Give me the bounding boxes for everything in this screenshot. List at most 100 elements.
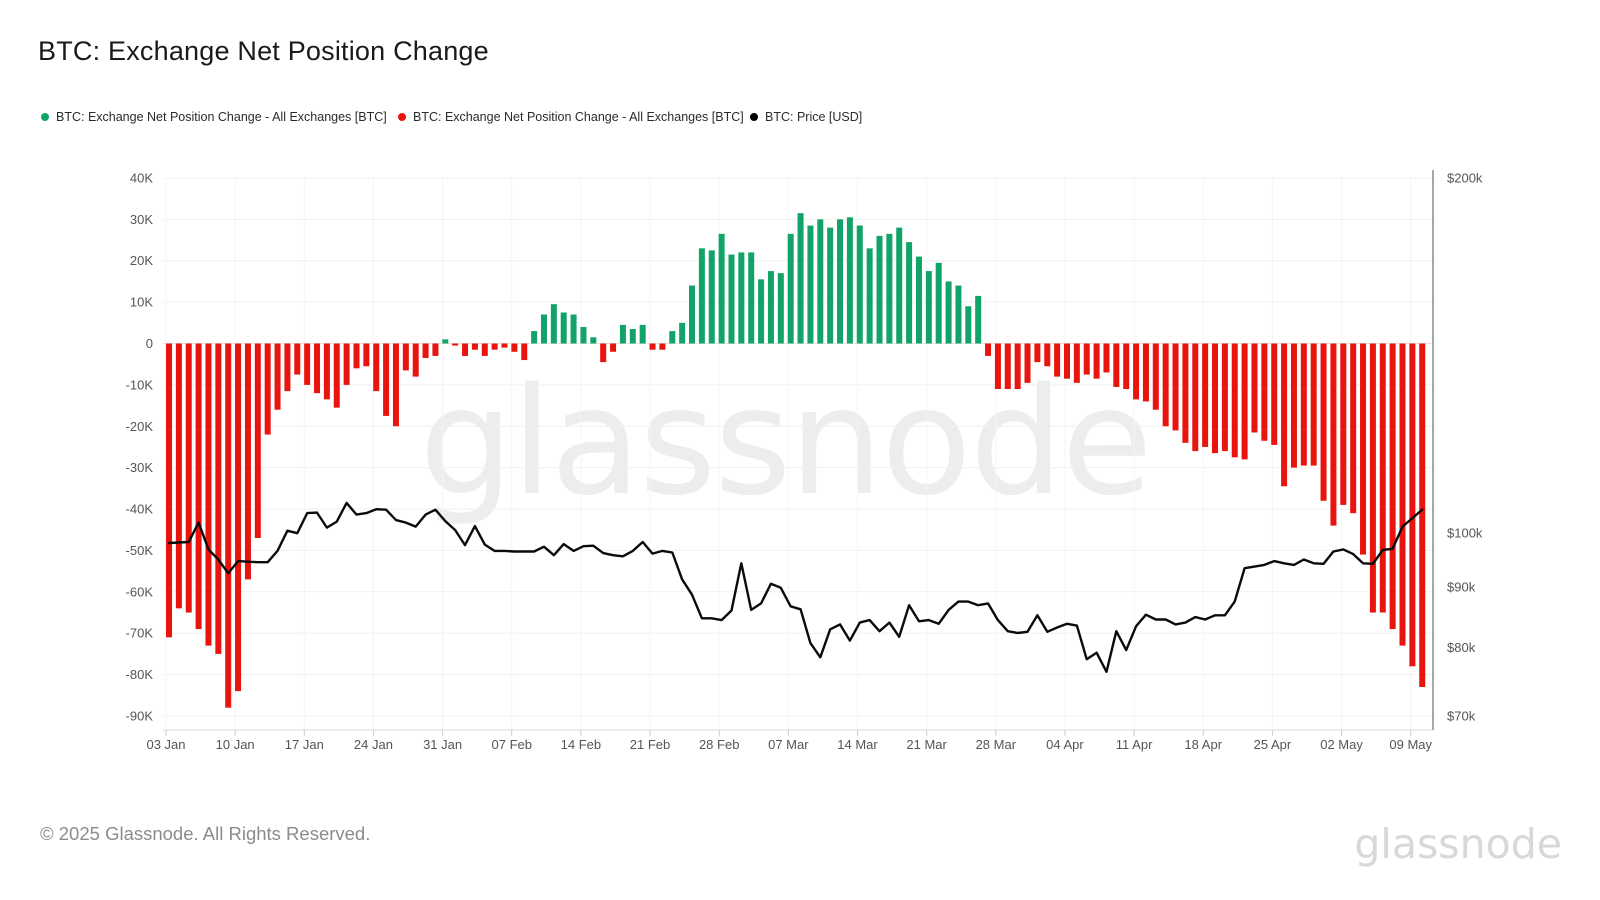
net-position-bar[interactable]	[244, 343, 251, 580]
net-position-bar[interactable]	[866, 248, 873, 344]
net-position-bar[interactable]	[205, 343, 212, 646]
net-position-bar[interactable]	[639, 324, 646, 344]
net-position-bar[interactable]	[738, 252, 745, 344]
net-position-bar[interactable]	[1152, 343, 1159, 410]
net-position-bar[interactable]	[1241, 343, 1248, 460]
net-position-bar[interactable]	[225, 343, 232, 708]
net-position-bar[interactable]	[600, 343, 607, 363]
net-position-bar[interactable]	[708, 250, 715, 344]
net-position-bar[interactable]	[353, 343, 360, 369]
net-position-bar[interactable]	[531, 331, 538, 344]
net-position-bar[interactable]	[837, 219, 844, 344]
net-position-bar[interactable]	[1044, 343, 1051, 367]
chart-canvas[interactable]: 40K 30K 20K 10K 0 -10K -20K -30K -40K -50K -60K -70…	[0, 0, 1600, 775]
net-position-bar[interactable]	[1330, 343, 1337, 526]
net-position-bar[interactable]	[1419, 343, 1426, 687]
net-position-bar[interactable]	[1281, 343, 1288, 487]
net-position-bar[interactable]	[215, 343, 222, 654]
net-position-bar[interactable]	[1212, 343, 1219, 454]
net-position-bar[interactable]	[777, 273, 784, 344]
net-position-bar[interactable]	[333, 343, 340, 408]
net-position-bar[interactable]	[728, 254, 735, 344]
net-position-bar[interactable]	[166, 343, 172, 638]
net-position-bar[interactable]	[856, 225, 863, 344]
net-position-bar[interactable]	[985, 343, 992, 356]
net-position-bar[interactable]	[1004, 343, 1011, 390]
net-position-bar[interactable]	[1014, 343, 1021, 390]
net-position-bar[interactable]	[1034, 343, 1041, 363]
net-position-bar[interactable]	[501, 343, 508, 348]
net-position-bar[interactable]	[1133, 343, 1140, 400]
net-position-bar[interactable]	[1093, 343, 1100, 379]
net-position-bar[interactable]	[1290, 343, 1297, 468]
net-position-bar[interactable]	[1073, 343, 1080, 383]
legend-item-price[interactable]: BTC: Price [USD]	[750, 109, 862, 125]
net-position-bar[interactable]	[442, 339, 449, 344]
net-position-bar[interactable]	[1113, 343, 1120, 387]
net-position-bar[interactable]	[1182, 343, 1189, 443]
net-position-bar[interactable]	[896, 227, 903, 344]
net-position-bar[interactable]	[540, 314, 547, 344]
net-position-bar[interactable]	[521, 343, 528, 361]
legend-item-net-position-green[interactable]: BTC: Exchange Net Position Change - All …	[41, 109, 387, 125]
net-position-bar[interactable]	[402, 343, 409, 371]
net-position-bar[interactable]	[1221, 343, 1228, 452]
net-position-bar[interactable]	[323, 343, 330, 400]
net-position-bar[interactable]	[511, 343, 518, 352]
net-position-bar[interactable]	[432, 343, 439, 356]
net-position-bar[interactable]	[412, 343, 419, 377]
net-position-bar[interactable]	[481, 343, 488, 356]
net-position-bar[interactable]	[965, 306, 972, 344]
net-position-bar[interactable]	[462, 343, 469, 356]
net-position-bar[interactable]	[1350, 343, 1357, 514]
net-position-bar[interactable]	[1369, 343, 1376, 613]
net-position-bar[interactable]	[1261, 343, 1268, 441]
net-position-bar[interactable]	[590, 337, 597, 344]
net-position-bar[interactable]	[1379, 343, 1386, 613]
net-position-bar[interactable]	[175, 343, 182, 609]
net-position-bar[interactable]	[284, 343, 291, 392]
net-position-bar[interactable]	[876, 235, 883, 344]
net-position-bar[interactable]	[1192, 343, 1199, 452]
net-position-bar[interactable]	[1054, 343, 1061, 377]
net-position-bar[interactable]	[294, 343, 301, 375]
net-position-bar[interactable]	[886, 233, 893, 344]
net-position-bar[interactable]	[1310, 343, 1317, 466]
net-position-bar[interactable]	[195, 343, 202, 630]
net-position-bar[interactable]	[787, 233, 794, 344]
net-position-bar[interactable]	[679, 322, 686, 344]
net-position-bar[interactable]	[1123, 343, 1130, 390]
net-position-bar[interactable]	[846, 217, 853, 344]
net-position-bar[interactable]	[580, 326, 587, 344]
net-position-bar[interactable]	[1389, 343, 1396, 630]
net-position-bar[interactable]	[1202, 343, 1209, 447]
net-position-bar[interactable]	[718, 233, 725, 344]
net-position-bar[interactable]	[314, 343, 321, 394]
net-position-bar[interactable]	[748, 252, 755, 344]
net-position-bar[interactable]	[817, 219, 824, 344]
net-position-bar[interactable]	[550, 304, 557, 344]
net-position-bar[interactable]	[925, 271, 932, 344]
net-position-bar[interactable]	[471, 343, 478, 350]
net-position-bar[interactable]	[1231, 343, 1238, 458]
net-position-bar[interactable]	[1300, 343, 1307, 466]
net-position-bar[interactable]	[649, 343, 656, 350]
net-position-bar[interactable]	[304, 343, 311, 385]
net-position-bar[interactable]	[1103, 343, 1110, 373]
net-position-bar[interactable]	[560, 312, 567, 344]
net-position-bar[interactable]	[945, 281, 952, 344]
net-position-bar[interactable]	[1360, 343, 1367, 555]
net-position-bar[interactable]	[1142, 343, 1149, 402]
net-position-bar[interactable]	[906, 242, 913, 344]
net-position-bar[interactable]	[807, 225, 814, 344]
net-position-bar[interactable]	[797, 213, 804, 344]
net-position-bar[interactable]	[758, 279, 765, 344]
net-position-bar[interactable]	[827, 227, 834, 344]
net-position-bar[interactable]	[698, 248, 705, 344]
net-position-bar[interactable]	[570, 314, 577, 344]
net-position-bar[interactable]	[235, 343, 242, 692]
net-position-bar[interactable]	[1063, 343, 1070, 379]
net-position-bar[interactable]	[994, 343, 1001, 390]
net-position-bar[interactable]	[1083, 343, 1090, 375]
net-position-bar[interactable]	[1320, 343, 1327, 501]
